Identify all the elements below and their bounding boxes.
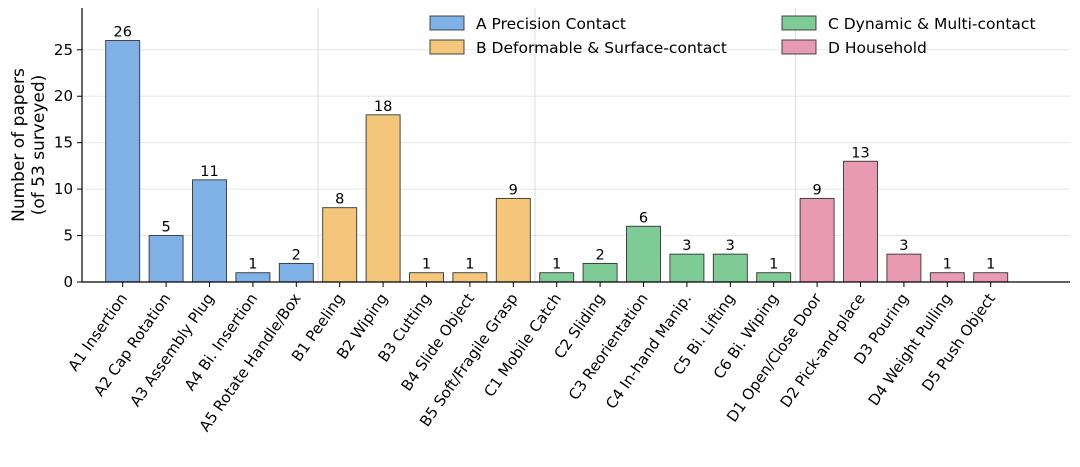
legend-swatch [781, 39, 817, 55]
y-tick-label: 20 [54, 87, 73, 105]
grid [82, 49, 1070, 237]
bar [495, 197, 531, 283]
data-label: 3 [899, 238, 908, 254]
data-label: 6 [639, 210, 648, 226]
data-label: 18 [374, 99, 392, 115]
legend: A Precision Contact B Deformable & Surfac… [429, 15, 1036, 57]
data-label: 1 [552, 257, 561, 273]
bar [973, 272, 1009, 283]
legend-label: A Precision Contact [476, 15, 626, 33]
bar [669, 253, 705, 283]
bar [886, 253, 922, 283]
bar [756, 272, 792, 283]
bar [235, 272, 271, 283]
bar [799, 197, 835, 283]
data-label: 1 [769, 257, 778, 273]
y-tick-label: 5 [63, 227, 73, 245]
bar [105, 40, 141, 283]
data-label: 5 [161, 220, 170, 236]
data-label: 8 [335, 192, 344, 208]
data-label: 11 [200, 164, 218, 180]
legend-item: C Dynamic & Multi-contact [781, 15, 1036, 33]
bar [322, 207, 358, 283]
y-tick-label: 25 [54, 41, 73, 59]
y-tick-label: 10 [54, 180, 73, 198]
bar [409, 272, 444, 283]
bar [148, 235, 184, 283]
data-label: 1 [943, 257, 952, 273]
bar [929, 272, 965, 283]
y-tick-label: 0 [63, 273, 73, 291]
bar [712, 253, 748, 283]
data-label: 26 [113, 25, 131, 41]
axes [81, 8, 1070, 283]
legend-label: D Household [828, 39, 927, 57]
legend-item: D Household [781, 39, 927, 57]
bar [192, 179, 227, 283]
bar [365, 114, 401, 283]
y-axis-title-line-1: Number of papers [9, 68, 29, 222]
x-tick-label: C3 Reorientation [565, 290, 652, 403]
data-label: 9 [812, 182, 821, 198]
y-tick-labels: 0 5 10 15 20 25 [54, 41, 82, 291]
bar [843, 160, 878, 283]
bar [626, 225, 661, 283]
y-axis-title-line-2: (of 53 surveyed) [29, 75, 49, 216]
legend-label: C Dynamic & Multi-contact [828, 15, 1036, 33]
data-label: 1 [465, 257, 474, 273]
data-label: 3 [726, 238, 735, 254]
legend-item: B Deformable & Surface-contact [429, 39, 727, 57]
legend-swatch [781, 15, 817, 31]
data-label: 2 [595, 247, 604, 263]
data-label: 13 [851, 145, 869, 161]
bar [278, 262, 314, 283]
legend-swatch [429, 15, 465, 31]
data-label: 2 [292, 247, 301, 263]
data-label: 9 [509, 182, 518, 198]
x-tick-label: C1 Mobile Catch [480, 290, 565, 400]
y-tick-label: 15 [54, 134, 73, 152]
data-label: 1 [422, 257, 431, 273]
legend-item: A Precision Contact [429, 15, 626, 33]
data-label: 1 [248, 257, 257, 273]
bar [582, 262, 618, 283]
data-label: 3 [682, 238, 691, 254]
bar [452, 272, 488, 283]
bar [539, 272, 575, 283]
x-tick-label: A2 Cap Rotation [90, 290, 174, 400]
legend-label: B Deformable & Surface-contact [476, 39, 727, 57]
legend-swatch [429, 39, 465, 55]
bars [105, 40, 1009, 283]
data-label: 1 [986, 257, 995, 273]
